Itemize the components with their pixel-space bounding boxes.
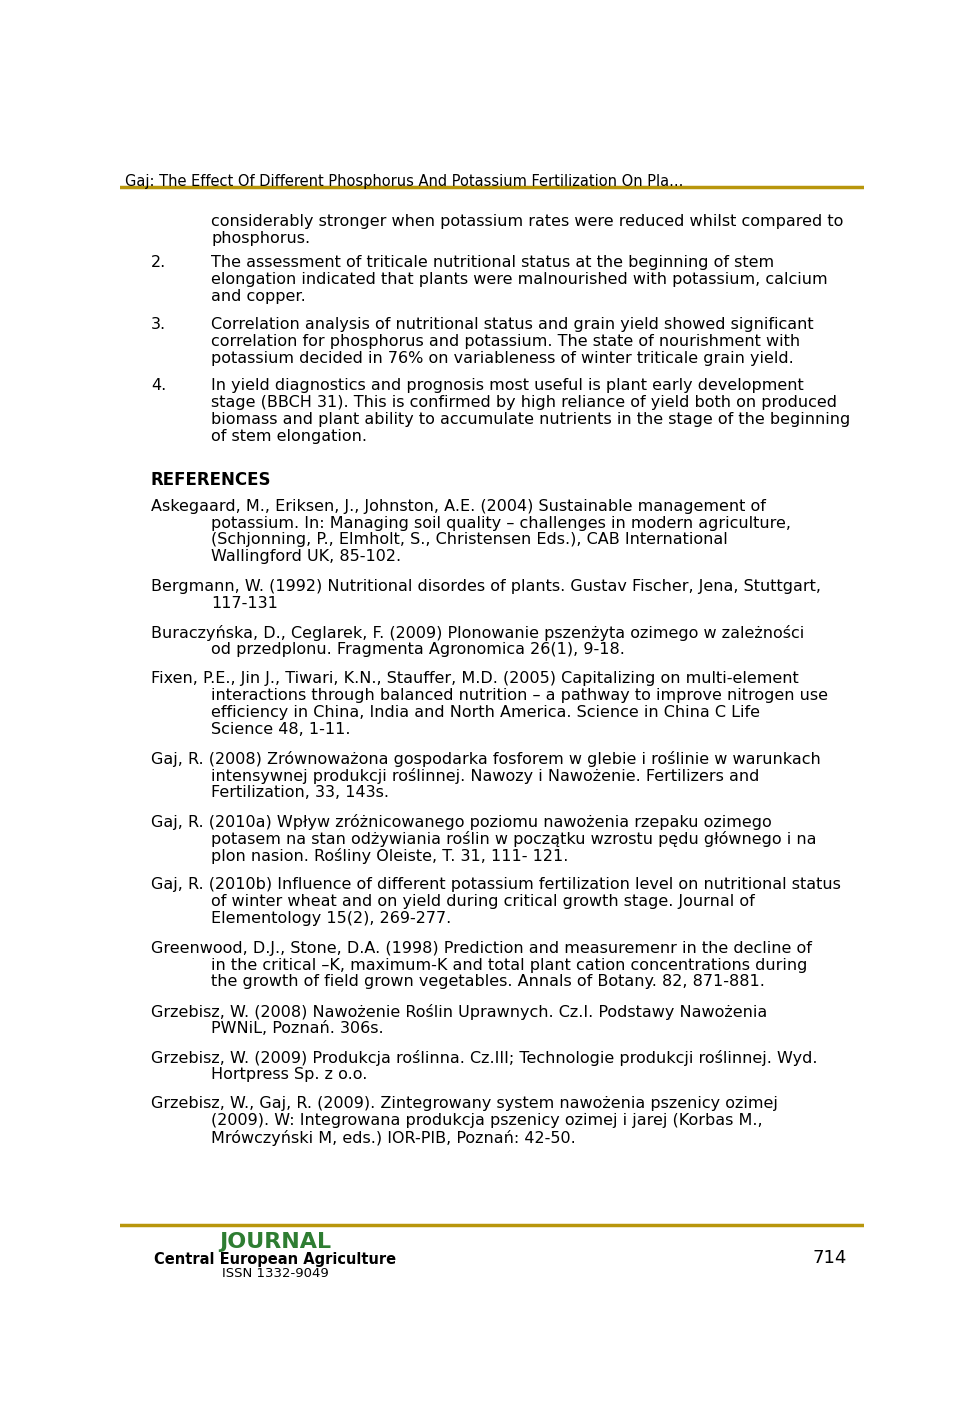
- Text: JOURNAL: JOURNAL: [219, 1232, 331, 1252]
- Text: Grzebisz, W. (2008) Nawożenie Roślin Uprawnych. Cz.I. Podstawy Nawożenia: Grzebisz, W. (2008) Nawożenie Roślin Upr…: [151, 1004, 767, 1020]
- Text: of stem elongation.: of stem elongation.: [211, 430, 368, 444]
- Text: Gaj, R. (2010a) Wpływ zróżnicowanego poziomu nawożenia rzepaku ozimego: Gaj, R. (2010a) Wpływ zróżnicowanego poz…: [151, 814, 772, 830]
- Text: od przedplonu. Fragmenta Agronomica 26(1), 9-18.: od przedplonu. Fragmenta Agronomica 26(1…: [211, 641, 625, 657]
- Text: Grzebisz, W., Gaj, R. (2009). Zintegrowany system nawożenia pszenicy ozimej: Grzebisz, W., Gaj, R. (2009). Zintegrowa…: [151, 1097, 778, 1111]
- Text: PWNiL, Poznań. 306s.: PWNiL, Poznań. 306s.: [211, 1021, 384, 1035]
- Text: Mrówczyński M, eds.) IOR-PIB, Poznań: 42-50.: Mrówczyński M, eds.) IOR-PIB, Poznań: 42…: [211, 1130, 576, 1147]
- Text: interactions through balanced nutrition – a pathway to improve nitrogen use: interactions through balanced nutrition …: [211, 688, 828, 703]
- Text: Elementology 15(2), 269-277.: Elementology 15(2), 269-277.: [211, 911, 452, 927]
- Text: Science 48, 1-11.: Science 48, 1-11.: [211, 723, 351, 737]
- Text: potassium decided in 76% on variableness of winter triticale grain yield.: potassium decided in 76% on variableness…: [211, 351, 794, 366]
- Text: 714: 714: [812, 1250, 847, 1268]
- Text: The assessment of triticale nutritional status at the beginning of stem: The assessment of triticale nutritional …: [211, 256, 775, 270]
- Text: Fertilization, 33, 143s.: Fertilization, 33, 143s.: [211, 785, 390, 800]
- Text: elongation indicated that plants were malnourished with potassium, calcium: elongation indicated that plants were ma…: [211, 273, 828, 287]
- Text: Gaj, R. (2010b) Influence of different potassium fertilization level on nutritio: Gaj, R. (2010b) Influence of different p…: [151, 877, 841, 892]
- Text: potassium. In: Managing soil quality – challenges in modern agriculture,: potassium. In: Managing soil quality – c…: [211, 516, 791, 531]
- Text: Gaj: The Effect Of Different Phosphorus And Potassium Fertilization On Pla...: Gaj: The Effect Of Different Phosphorus …: [125, 174, 683, 190]
- Text: ISSN 1332-9049: ISSN 1332-9049: [222, 1267, 328, 1279]
- Text: efficiency in China, India and North America. Science in China C Life: efficiency in China, India and North Ame…: [211, 705, 760, 720]
- Text: plon nasion. Rośliny Oleiste, T. 31, 111- 121.: plon nasion. Rośliny Oleiste, T. 31, 111…: [211, 848, 569, 864]
- Text: Greenwood, D.J., Stone, D.A. (1998) Prediction and measuremenr in the decline of: Greenwood, D.J., Stone, D.A. (1998) Pred…: [151, 941, 812, 955]
- Text: intensywnej produkcji roślinnej. Nawozy i Nawożenie. Fertilizers and: intensywnej produkcji roślinnej. Nawozy …: [211, 768, 759, 784]
- Text: the growth of field grown vegetables. Annals of Botany. 82, 871-881.: the growth of field grown vegetables. An…: [211, 974, 765, 990]
- Text: Askegaard, M., Eriksen, J., Johnston, A.E. (2004) Sustainable management of: Askegaard, M., Eriksen, J., Johnston, A.…: [151, 498, 766, 514]
- Text: 117-131: 117-131: [211, 595, 278, 611]
- Text: Wallingford UK, 85-102.: Wallingford UK, 85-102.: [211, 550, 401, 564]
- Text: potasem na stan odżywiania roślin w początku wzrostu pędu głównego i na: potasem na stan odżywiania roślin w pocz…: [211, 831, 817, 847]
- Text: (2009). W: Integrowana produkcja pszenicy ozimej i jarej (Korbas M.,: (2009). W: Integrowana produkcja pszenic…: [211, 1112, 763, 1128]
- Text: Grzebisz, W. (2009) Produkcja roślinna. Cz.III; Technologie produkcji roślinnej.: Grzebisz, W. (2009) Produkcja roślinna. …: [151, 1050, 818, 1065]
- Text: (Schjonning, P., Elmholt, S., Christensen Eds.), CAB International: (Schjonning, P., Elmholt, S., Christense…: [211, 533, 729, 547]
- Text: in the critical –K, maximum-K and total plant cation concentrations during: in the critical –K, maximum-K and total …: [211, 958, 807, 972]
- Text: phosphorus.: phosphorus.: [211, 231, 311, 246]
- Text: stage (BBCH 31). This is confirmed by high reliance of yield both on produced: stage (BBCH 31). This is confirmed by hi…: [211, 396, 837, 410]
- Text: of winter wheat and on yield during critical growth stage. Journal of: of winter wheat and on yield during crit…: [211, 894, 756, 910]
- Text: correlation for phosphorus and potassium. The state of nourishment with: correlation for phosphorus and potassium…: [211, 334, 801, 348]
- Text: Fixen, P.E., Jin J., Tiwari, K.N., Stauffer, M.D. (2005) Capitalizing on multi-e: Fixen, P.E., Jin J., Tiwari, K.N., Stauf…: [151, 671, 799, 685]
- Text: Central European Agriculture: Central European Agriculture: [154, 1252, 396, 1268]
- Text: Buraczyńska, D., Ceglarek, F. (2009) Plonowanie pszenżyta ozimego w zależności: Buraczyńska, D., Ceglarek, F. (2009) Plo…: [151, 625, 804, 641]
- Text: 3.: 3.: [151, 317, 166, 331]
- Text: Gaj, R. (2008) Zrównoważona gospodarka fosforem w glebie i roślinie w warunkach: Gaj, R. (2008) Zrównoważona gospodarka f…: [151, 751, 821, 767]
- Text: considerably stronger when potassium rates were reduced whilst compared to: considerably stronger when potassium rat…: [211, 214, 844, 228]
- Text: REFERENCES: REFERENCES: [151, 471, 272, 488]
- Text: Bergmann, W. (1992) Nutritional disordes of plants. Gustav Fischer, Jena, Stuttg: Bergmann, W. (1992) Nutritional disordes…: [151, 578, 821, 594]
- Text: In yield diagnostics and prognosis most useful is plant early development: In yield diagnostics and prognosis most …: [211, 378, 804, 394]
- Text: 2.: 2.: [151, 256, 166, 270]
- Text: 4.: 4.: [151, 378, 166, 394]
- Text: Hortpress Sp. z o.o.: Hortpress Sp. z o.o.: [211, 1067, 368, 1082]
- Text: Correlation analysis of nutritional status and grain yield showed significant: Correlation analysis of nutritional stat…: [211, 317, 814, 331]
- Text: and copper.: and copper.: [211, 288, 306, 304]
- Text: biomass and plant ability to accumulate nutrients in the stage of the beginning: biomass and plant ability to accumulate …: [211, 413, 851, 427]
